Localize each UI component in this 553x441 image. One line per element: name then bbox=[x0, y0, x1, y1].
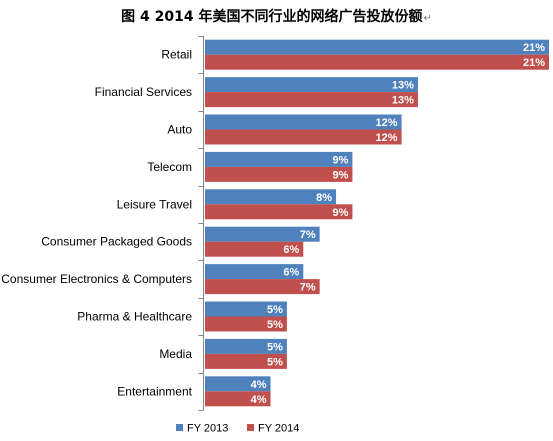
bar-fy-2013-financial-services bbox=[205, 77, 418, 93]
legend-swatch-fy-2013 bbox=[176, 424, 183, 431]
bar-fy-2013-telecom bbox=[205, 151, 353, 167]
return-mark-icon: ↵ bbox=[423, 13, 432, 24]
data-label-fy-2014-telecom: 9% bbox=[333, 169, 349, 181]
category-label-media: Media bbox=[159, 347, 192, 361]
data-label-fy-2013-leisure-travel: 8% bbox=[316, 192, 332, 204]
legend-swatch-fy-2014 bbox=[247, 424, 254, 431]
data-label-fy-2013-retail: 21% bbox=[523, 42, 545, 54]
category-label-consumer-packaged-goods: Consumer Packaged Goods bbox=[41, 235, 192, 249]
bar-fy-2013-retail bbox=[205, 39, 549, 55]
chart-title: 图 4 2014 年美国不同行业的网络广告投放份额↵ bbox=[0, 6, 553, 26]
bar-fy-2014-consumer-packaged-goods bbox=[205, 241, 304, 257]
bar-fy-2013-auto bbox=[205, 114, 402, 130]
data-label-fy-2014-financial-services: 13% bbox=[392, 95, 414, 107]
bar-fy-2014-financial-services bbox=[205, 92, 418, 108]
bar-fy-2014-telecom bbox=[205, 166, 353, 182]
data-label-fy-2013-consumer-packaged-goods: 7% bbox=[300, 229, 316, 241]
bar-fy-2014-media bbox=[205, 353, 287, 369]
bar-fy-2013-pharma-healthcare bbox=[205, 301, 287, 317]
bar-fy-2014-consumer-electronics-computers bbox=[205, 279, 320, 295]
chart-title-text: 图 4 2014 年美国不同行业的网络广告投放份额 bbox=[121, 9, 423, 25]
data-label-fy-2013-financial-services: 13% bbox=[392, 80, 414, 92]
bar-fy-2013-media bbox=[205, 338, 287, 354]
data-label-fy-2013-media: 5% bbox=[267, 341, 283, 353]
data-label-fy-2014-pharma-healthcare: 5% bbox=[267, 319, 283, 331]
data-label-fy-2014-retail: 21% bbox=[523, 57, 545, 69]
bar-fy-2014-entertainment bbox=[205, 391, 271, 407]
bar-fy-2014-pharma-healthcare bbox=[205, 316, 287, 332]
bar-fy-2014-leisure-travel bbox=[205, 204, 353, 220]
data-label-fy-2013-consumer-electronics-computers: 6% bbox=[283, 267, 299, 279]
category-label-leisure-travel: Leisure Travel bbox=[117, 197, 192, 211]
data-label-fy-2014-media: 5% bbox=[267, 356, 283, 368]
bar-fy-2013-consumer-packaged-goods bbox=[205, 226, 320, 242]
category-label-consumer-electronics-computers: Consumer Electronics & Computers bbox=[1, 272, 192, 286]
category-label-telecom: Telecom bbox=[147, 160, 192, 174]
data-label-fy-2013-entertainment: 4% bbox=[251, 379, 267, 391]
bar-fy-2013-consumer-electronics-computers bbox=[205, 264, 304, 280]
data-label-fy-2013-pharma-healthcare: 5% bbox=[267, 304, 283, 316]
category-label-retail: Retail bbox=[161, 48, 192, 62]
category-label-financial-services: Financial Services bbox=[95, 85, 192, 99]
category-label-auto: Auto bbox=[167, 123, 192, 137]
bar-fy-2014-retail bbox=[205, 54, 549, 70]
data-label-fy-2014-entertainment: 4% bbox=[251, 394, 267, 406]
data-label-fy-2013-telecom: 9% bbox=[333, 154, 349, 166]
data-label-fy-2014-consumer-packaged-goods: 6% bbox=[283, 244, 299, 256]
bar-fy-2013-leisure-travel bbox=[205, 189, 337, 205]
category-label-entertainment: Entertainment bbox=[117, 384, 192, 398]
data-label-fy-2013-auto: 12% bbox=[376, 117, 398, 129]
category-label-pharma-healthcare: Pharma & Healthcare bbox=[77, 310, 192, 324]
data-label-fy-2014-auto: 12% bbox=[376, 132, 398, 144]
data-label-fy-2014-leisure-travel: 9% bbox=[333, 207, 349, 219]
legend-label-fy-2013: FY 2013 bbox=[187, 423, 228, 435]
data-label-fy-2014-consumer-electronics-computers: 7% bbox=[300, 282, 316, 294]
bar-fy-2014-auto bbox=[205, 129, 402, 145]
legend-label-fy-2014: FY 2014 bbox=[258, 423, 299, 435]
bar-fy-2013-entertainment bbox=[205, 376, 271, 392]
